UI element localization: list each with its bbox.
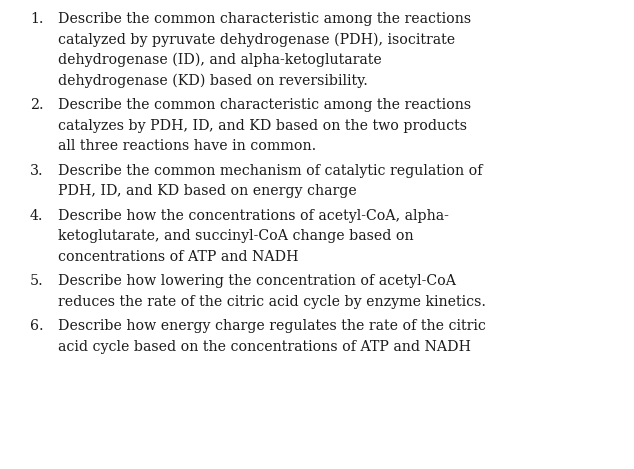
Text: Describe the common mechanism of catalytic regulation of: Describe the common mechanism of catalyt… [58,164,482,177]
Text: ketoglutarate, and succinyl-CoA change based on: ketoglutarate, and succinyl-CoA change b… [58,229,413,243]
Text: concentrations of ATP and NADH: concentrations of ATP and NADH [58,250,299,264]
Text: PDH, ID, and KD based on energy charge: PDH, ID, and KD based on energy charge [58,184,357,198]
Text: Describe how lowering the concentration of acetyl-CoA: Describe how lowering the concentration … [58,274,456,288]
Text: Describe how energy charge regulates the rate of the citric: Describe how energy charge regulates the… [58,319,486,333]
Text: catalyzes by PDH, ID, and KD based on the two products: catalyzes by PDH, ID, and KD based on th… [58,119,467,133]
Text: 4.: 4. [30,209,44,222]
Text: 5.: 5. [30,274,44,288]
Text: Describe how the concentrations of acetyl-CoA, alpha-: Describe how the concentrations of acety… [58,209,449,222]
Text: 1.: 1. [30,12,44,26]
Text: 2.: 2. [30,98,44,112]
Text: Describe the common characteristic among the reactions: Describe the common characteristic among… [58,98,471,112]
Text: reduces the rate of the citric acid cycle by enzyme kinetics.: reduces the rate of the citric acid cycl… [58,295,486,309]
Text: catalyzed by pyruvate dehydrogenase (PDH), isocitrate: catalyzed by pyruvate dehydrogenase (PDH… [58,32,455,47]
Text: 6.: 6. [30,319,44,333]
Text: acid cycle based on the concentrations of ATP and NADH: acid cycle based on the concentrations o… [58,340,471,354]
Text: 3.: 3. [30,164,44,177]
Text: dehydrogenase (ID), and alpha-ketoglutarate: dehydrogenase (ID), and alpha-ketoglutar… [58,53,382,68]
Text: all three reactions have in common.: all three reactions have in common. [58,139,316,153]
Text: Describe the common characteristic among the reactions: Describe the common characteristic among… [58,12,471,26]
Text: dehydrogenase (KD) based on reversibility.: dehydrogenase (KD) based on reversibilit… [58,74,368,88]
